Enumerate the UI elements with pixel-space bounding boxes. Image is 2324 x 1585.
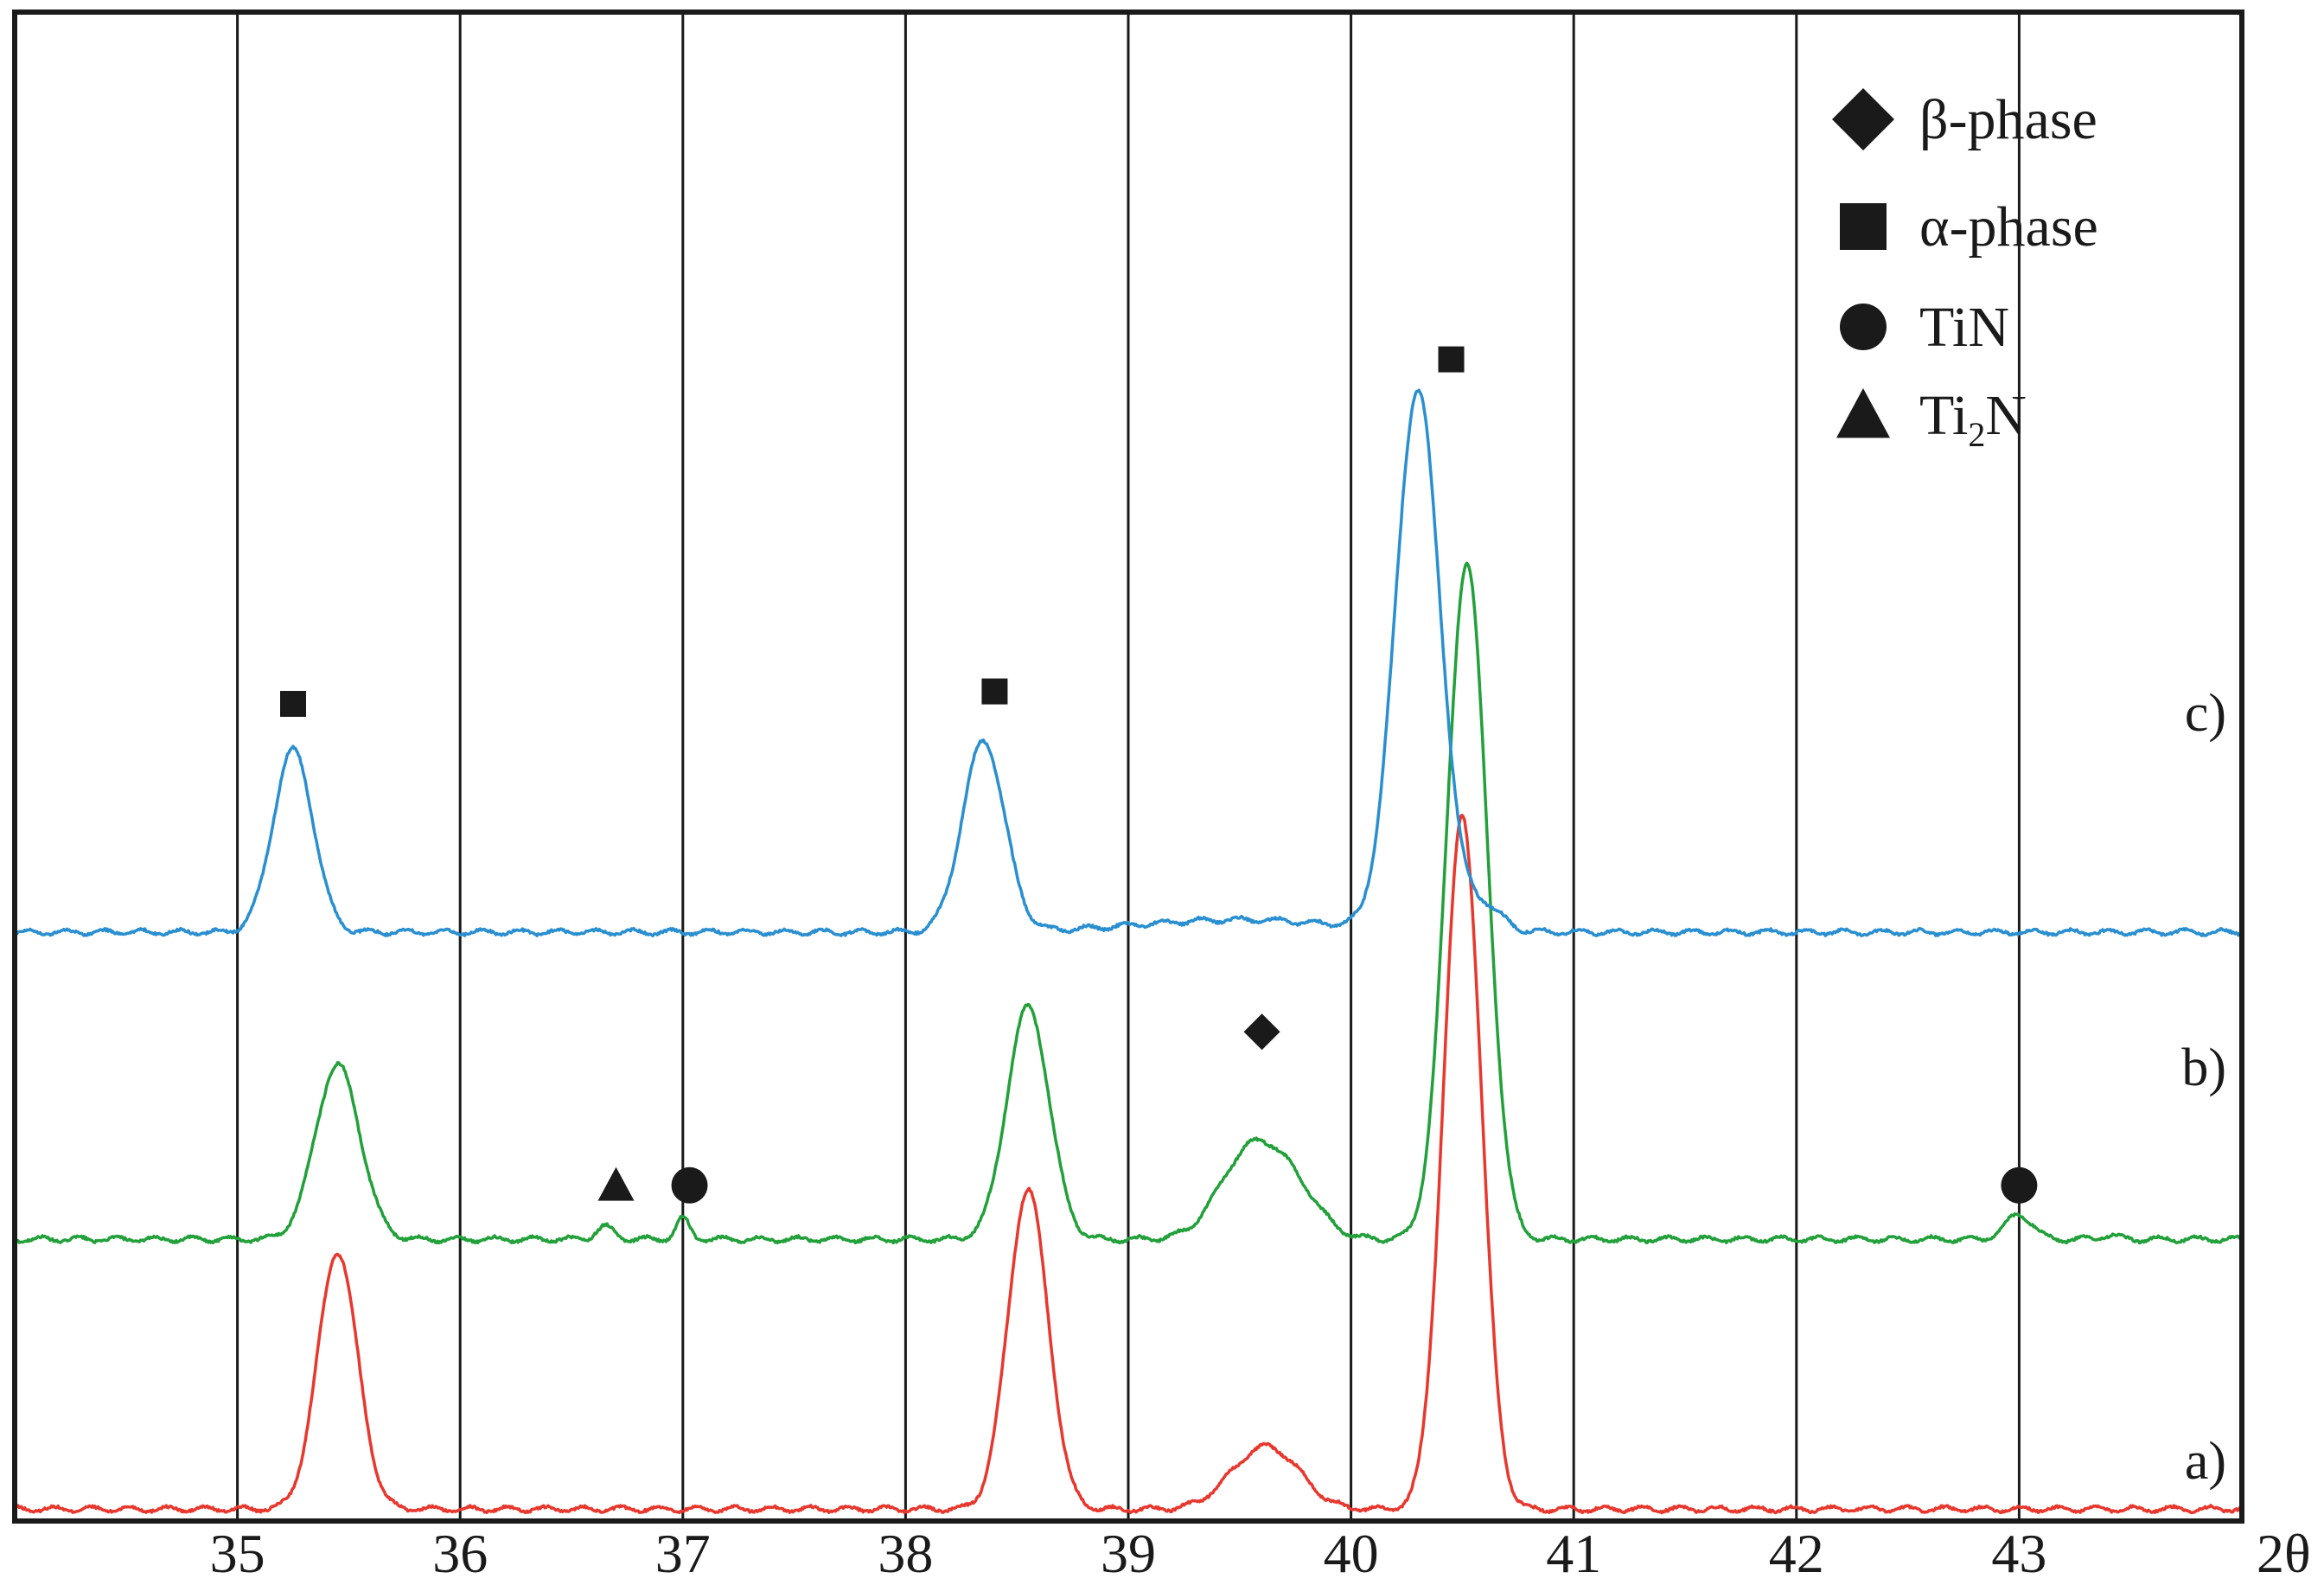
x-tick-label: 37	[655, 1523, 711, 1584]
x-tick-label: 35	[210, 1523, 265, 1584]
legend-label-tail: N	[1985, 384, 2027, 447]
series-line	[14, 388, 2243, 938]
x-tick-label: 36	[432, 1523, 488, 1584]
series-lines	[14, 388, 2244, 1515]
legend-label: β-phase	[1919, 88, 2097, 151]
square-marker	[280, 691, 306, 717]
x-tick-label: 41	[1546, 1523, 1601, 1584]
triangle-marker	[597, 1166, 635, 1201]
legend-square-icon	[1840, 203, 1887, 250]
vertical-gridlines	[236, 12, 2021, 1521]
legend-circle-icon	[1840, 304, 1887, 350]
x-axis-ticks: 35 36 37 38 39 40 41 42 43	[210, 1523, 2047, 1584]
series-label: c)	[2185, 684, 2226, 743]
series-line	[14, 814, 2244, 1515]
series-label: b)	[2181, 1039, 2226, 1097]
x-tick-label: 38	[878, 1523, 933, 1584]
x-tick-label: 39	[1101, 1523, 1156, 1584]
series-line	[14, 561, 2244, 1245]
legend-diamond-icon	[1832, 88, 1894, 150]
legend-label: TiN	[1919, 296, 2009, 359]
series-label: a)	[2185, 1432, 2226, 1491]
diamond-marker	[1243, 1013, 1280, 1051]
square-marker	[981, 678, 1008, 705]
x-tick-label: 42	[1769, 1523, 1824, 1584]
peak-markers	[280, 346, 2038, 1204]
x-tick-label: 40	[1324, 1523, 1379, 1584]
circle-marker	[671, 1166, 708, 1204]
x-axis-label: 2θ	[2257, 1523, 2311, 1584]
plot-frame	[12, 10, 2244, 1524]
legend-label: Ti2N	[1919, 384, 2027, 454]
legend-triangle-icon	[1836, 388, 1890, 438]
legend-label-main: Ti	[1919, 384, 1968, 447]
circle-marker	[2001, 1166, 2038, 1204]
series-labels: a) b) c)	[2181, 684, 2226, 1491]
square-marker	[1438, 346, 1465, 373]
x-tick-label: 43	[1991, 1523, 2046, 1584]
legend-label: α-phase	[1919, 195, 2098, 259]
legend-label-sub: 2	[1968, 415, 1985, 454]
